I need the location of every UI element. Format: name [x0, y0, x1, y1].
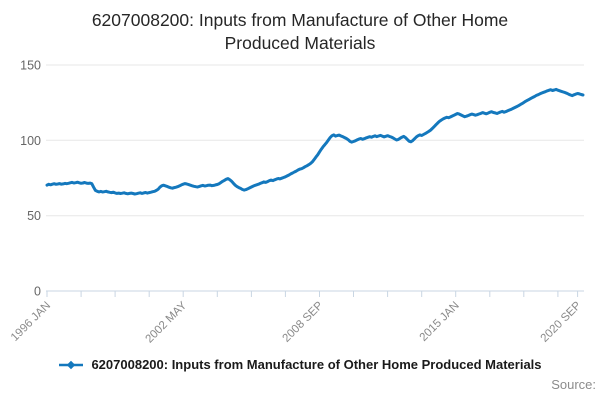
y-tick-label: 50 — [27, 209, 41, 223]
legend-line-marker-icon — [59, 360, 84, 369]
x-tick-label: 2020 SEP — [539, 299, 584, 344]
legend: 6207008200: Inputs from Manufacture of O… — [0, 357, 600, 372]
y-tick-label: 100 — [20, 134, 41, 148]
x-tick-label: 1996 JAN — [9, 300, 53, 344]
chart-title: 6207008200: Inputs from Manufacture of O… — [91, 10, 509, 54]
x-tick-label: 2002 MAY — [143, 299, 189, 345]
y-tick-label: 0 — [34, 285, 41, 299]
x-tick-label: 2015 JAN — [418, 300, 462, 344]
series-line[interactable] — [45, 87, 585, 196]
x-tick-label: 2008 SEP — [281, 299, 326, 344]
legend-label: 6207008200: Inputs from Manufacture of O… — [91, 357, 542, 372]
y-tick-label: 150 — [20, 59, 41, 73]
source-label: Source: — [551, 377, 596, 392]
legend-item[interactable]: 6207008200: Inputs from Manufacture of O… — [58, 357, 542, 372]
